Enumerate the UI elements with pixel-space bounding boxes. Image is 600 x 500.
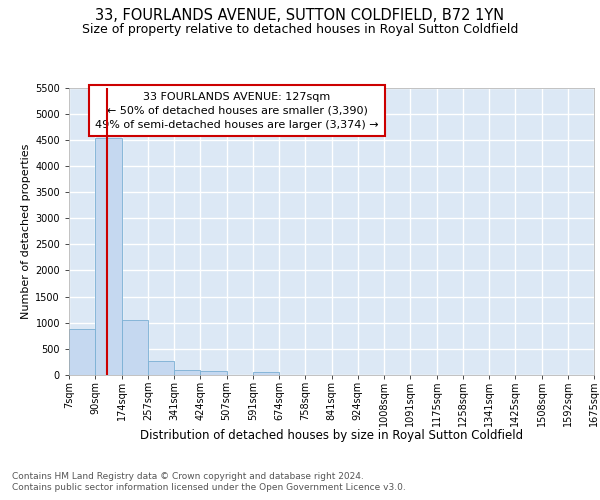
Text: Size of property relative to detached houses in Royal Sutton Coldfield: Size of property relative to detached ho… xyxy=(82,22,518,36)
Bar xyxy=(95,138,121,375)
Text: Contains public sector information licensed under the Open Government Licence v3: Contains public sector information licen… xyxy=(12,484,406,492)
Text: 33, FOURLANDS AVENUE, SUTTON COLDFIELD, B72 1YN: 33, FOURLANDS AVENUE, SUTTON COLDFIELD, … xyxy=(95,8,505,22)
Bar xyxy=(69,329,95,375)
Bar xyxy=(148,361,174,375)
Bar xyxy=(253,372,279,375)
Bar xyxy=(121,320,148,375)
Text: Contains HM Land Registry data © Crown copyright and database right 2024.: Contains HM Land Registry data © Crown c… xyxy=(12,472,364,481)
Y-axis label: Number of detached properties: Number of detached properties xyxy=(21,144,31,319)
Bar xyxy=(174,370,200,375)
X-axis label: Distribution of detached houses by size in Royal Sutton Coldfield: Distribution of detached houses by size … xyxy=(140,429,523,442)
Bar xyxy=(200,371,227,375)
Text: 33 FOURLANDS AVENUE: 127sqm
← 50% of detached houses are smaller (3,390)
49% of : 33 FOURLANDS AVENUE: 127sqm ← 50% of det… xyxy=(95,92,379,130)
